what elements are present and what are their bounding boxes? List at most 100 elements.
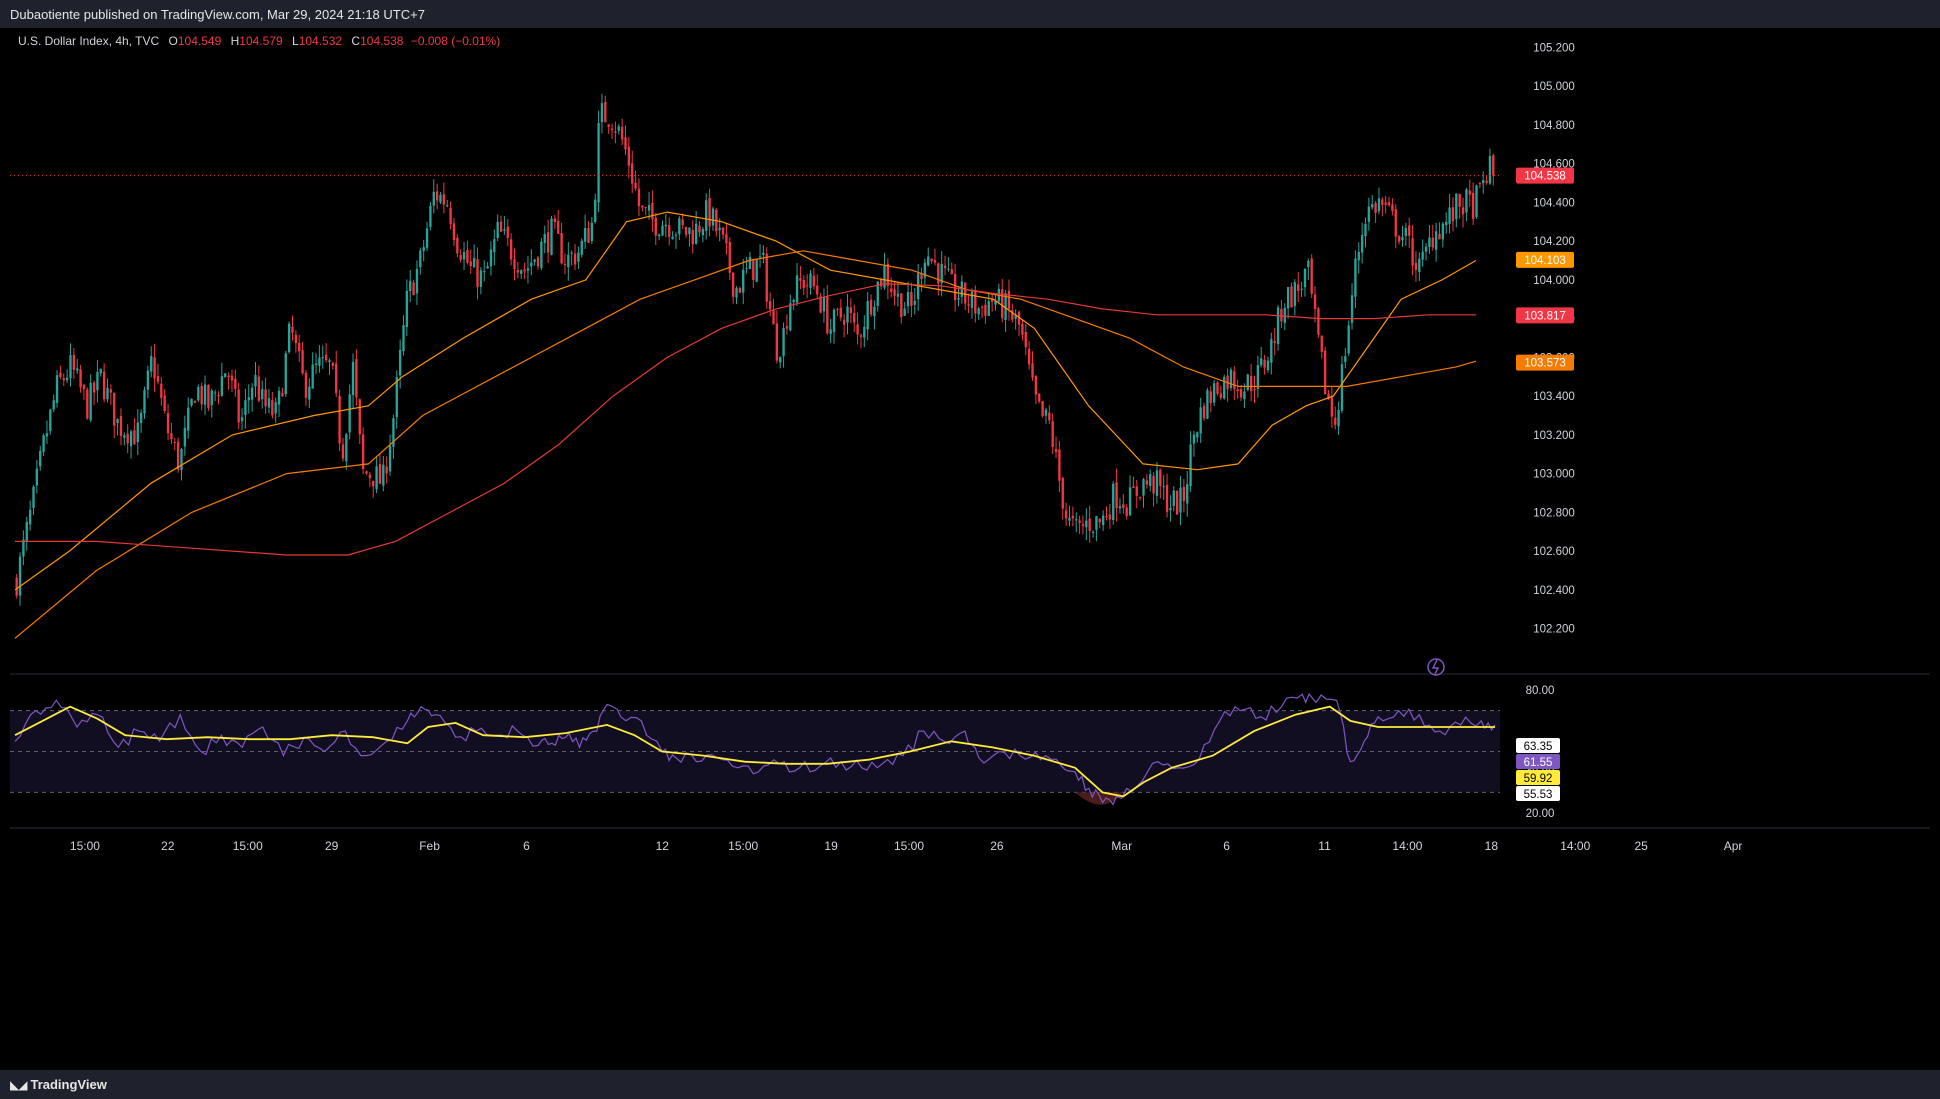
candle-body — [668, 225, 671, 237]
candle — [1115, 468, 1118, 522]
candle — [725, 223, 728, 255]
rsi-badge-label: 61.55 — [1524, 757, 1553, 769]
candle-body — [879, 278, 883, 287]
candle-body — [573, 253, 577, 265]
candle-body — [836, 309, 839, 311]
candle-body — [557, 220, 560, 234]
candle-body — [614, 131, 617, 133]
open-label: O — [168, 34, 178, 48]
candle — [217, 391, 220, 405]
chart-frame[interactable]: 105.200 105.000 104.800 104.600 104.400 104.2… — [10, 28, 1930, 1070]
candle-body — [284, 353, 287, 395]
candle — [250, 383, 254, 412]
candle — [947, 257, 950, 272]
candle — [476, 247, 479, 300]
candle-body — [1064, 510, 1068, 519]
candle-body — [634, 182, 637, 189]
candle-body — [1122, 504, 1125, 509]
candle-body — [1011, 310, 1014, 320]
candle — [1448, 193, 1451, 234]
candle — [1229, 367, 1233, 391]
candle-body — [1397, 236, 1401, 242]
candle-body — [920, 273, 923, 280]
candle-body — [967, 304, 970, 306]
candle — [1219, 385, 1223, 401]
rsi-pane — [10, 692, 1500, 806]
candle — [338, 389, 341, 451]
candle — [674, 232, 678, 249]
candle — [1367, 197, 1371, 231]
candle-body — [832, 309, 836, 333]
candle — [1408, 217, 1411, 248]
candle — [1381, 197, 1384, 217]
candle — [705, 193, 708, 240]
candle — [1075, 512, 1078, 533]
price-badge — [1516, 307, 1574, 324]
candle-body — [805, 285, 809, 287]
candle-body — [977, 308, 980, 315]
candle — [906, 281, 910, 314]
candle-body — [563, 263, 567, 266]
candle-body — [419, 250, 422, 268]
candle — [1431, 224, 1434, 251]
candle-body — [577, 252, 580, 262]
candle-body — [779, 356, 782, 363]
candle — [752, 258, 755, 288]
candle-body — [1054, 448, 1058, 452]
candle — [1155, 461, 1159, 504]
candle-body — [765, 253, 768, 302]
candle-body — [324, 354, 328, 361]
candle — [314, 352, 318, 375]
candle — [1438, 222, 1441, 240]
candle — [378, 453, 382, 484]
candle-body — [244, 400, 247, 416]
moving-average-line-2 — [14, 250, 1477, 639]
candle-body — [940, 263, 943, 284]
candle — [1014, 309, 1017, 330]
tradingview-logo[interactable]: ◣◢ TradingView — [10, 1077, 107, 1092]
candle — [863, 315, 866, 348]
alert-lightning-icon-bolt — [1431, 659, 1440, 675]
candle-body — [355, 359, 358, 398]
candle — [755, 259, 758, 283]
candle-body — [328, 360, 331, 363]
candle — [1212, 379, 1216, 407]
candle-body — [543, 234, 546, 243]
candle — [1471, 182, 1475, 225]
candle — [893, 280, 896, 306]
candle-body — [22, 539, 25, 557]
candle — [402, 315, 405, 356]
candle-body — [139, 412, 143, 424]
candle-body — [910, 291, 913, 306]
candle-body — [530, 262, 533, 267]
candle-body — [1186, 484, 1189, 504]
rsi-badge — [1516, 786, 1560, 801]
candle — [86, 387, 89, 420]
candle-body — [86, 389, 89, 419]
candle-body — [1418, 258, 1421, 273]
candle — [398, 339, 402, 389]
candle — [594, 193, 597, 224]
candle — [644, 206, 647, 216]
alert-lightning-icon — [1427, 658, 1445, 676]
price-tick-label: 103.000 — [1533, 469, 1575, 481]
chart-canvas[interactable]: 105.200 105.000 104.800 104.600 104.400 104.2… — [10, 28, 1930, 1070]
tradingview-logo-icon: ◣◢ — [10, 1078, 27, 1092]
candle-body — [809, 273, 812, 288]
candle — [173, 437, 176, 451]
candle-body — [570, 252, 573, 254]
candle-body — [49, 409, 52, 432]
candle-body — [136, 422, 139, 443]
candle — [1458, 193, 1461, 219]
candle-body — [1374, 203, 1377, 213]
candle — [49, 408, 52, 435]
rsi-badge — [1516, 770, 1560, 785]
candle-body — [1239, 389, 1243, 398]
rsi-badge-label: 55.53 — [1524, 789, 1553, 801]
candle — [96, 359, 99, 403]
time-tick-label: 26 — [990, 839, 1004, 853]
candle-body — [456, 237, 459, 254]
candle — [187, 397, 190, 439]
candle — [927, 247, 930, 267]
candle — [933, 248, 937, 266]
